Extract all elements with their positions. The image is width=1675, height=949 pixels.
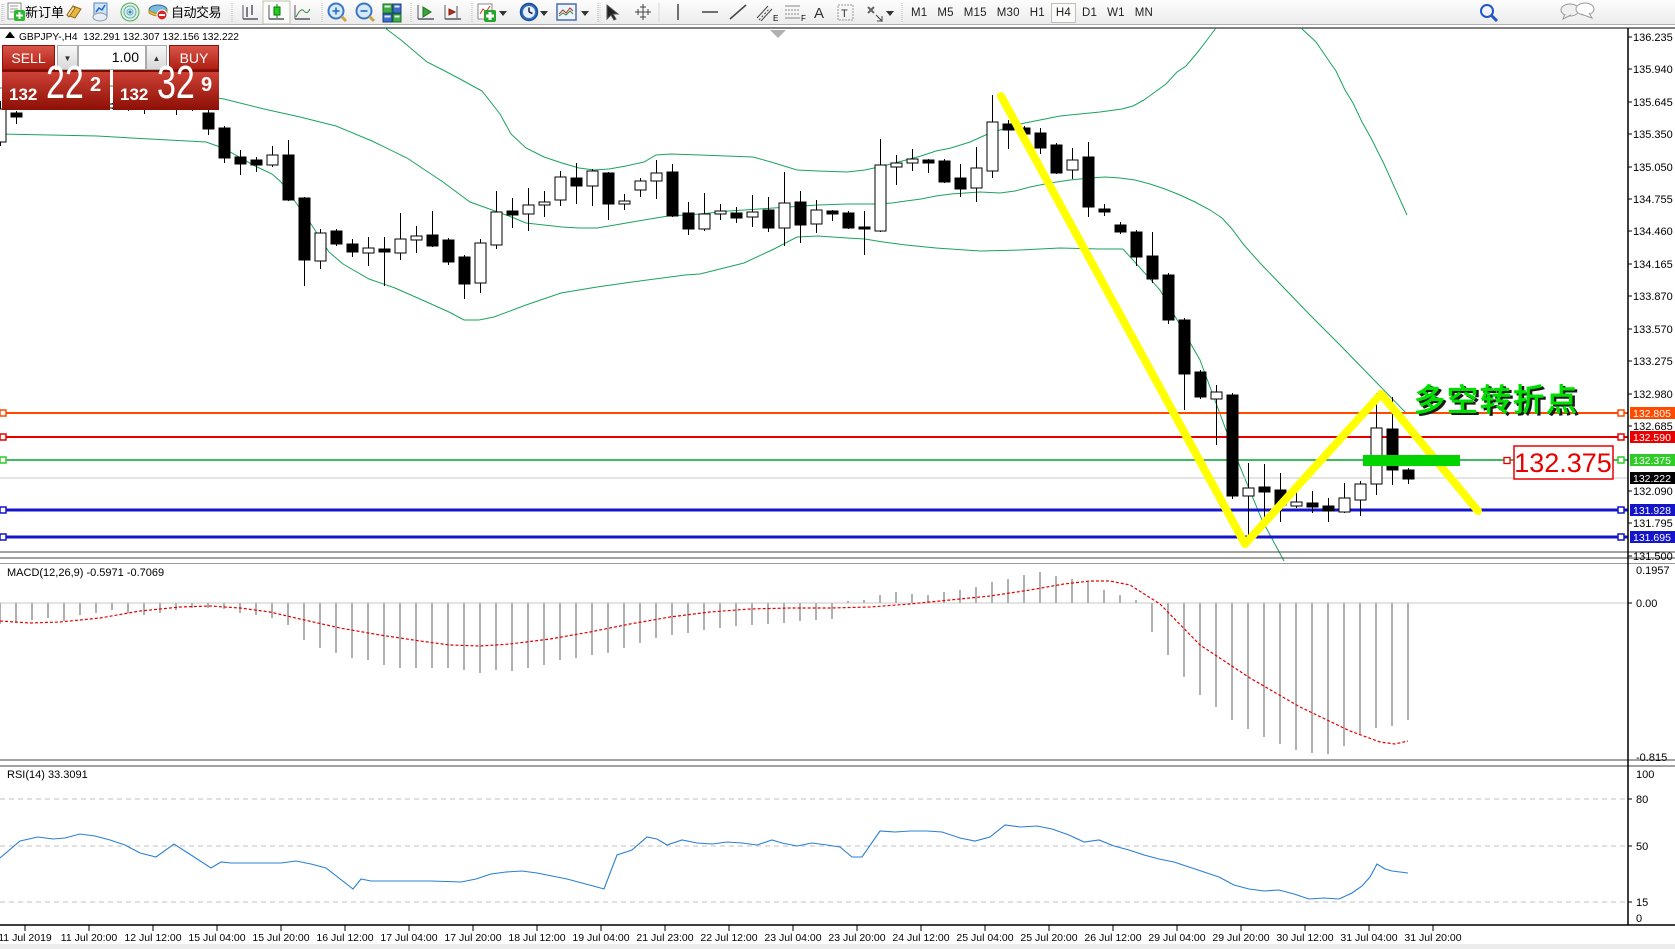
svg-text:11 Jul 20:00: 11 Jul 20:00: [61, 932, 118, 944]
svg-text:132.090: 132.090: [1633, 486, 1673, 498]
svg-text:135.645: 135.645: [1633, 97, 1673, 109]
svg-text:F: F: [801, 14, 806, 23]
svg-text:136.235: 136.235: [1633, 32, 1673, 44]
svg-text:T: T: [841, 8, 848, 20]
svg-text:多空转折点: 多空转折点: [1414, 383, 1579, 418]
svg-text:11 Jul 2019: 11 Jul 2019: [0, 932, 52, 944]
svg-text:133.275: 133.275: [1633, 356, 1673, 368]
svg-text:0.1957: 0.1957: [1636, 565, 1670, 577]
svg-text:RSI(14) 33.3091: RSI(14) 33.3091: [7, 769, 88, 781]
svg-text:30 Jul 12:00: 30 Jul 12:00: [1276, 932, 1333, 944]
svg-text:80: 80: [1636, 794, 1648, 806]
svg-text:132.685: 132.685: [1633, 421, 1673, 433]
svg-text:12 Jul 12:00: 12 Jul 12:00: [124, 932, 181, 944]
svg-text:131.695: 131.695: [1633, 532, 1671, 544]
svg-text:134.460: 134.460: [1633, 226, 1673, 238]
svg-text:135.350: 135.350: [1633, 129, 1673, 141]
svg-text:25 Jul 20:00: 25 Jul 20:00: [1020, 932, 1077, 944]
svg-text:131.928: 131.928: [1633, 505, 1671, 517]
svg-text:132.375: 132.375: [1514, 448, 1612, 478]
svg-text:21 Jul 23:00: 21 Jul 23:00: [636, 932, 693, 944]
svg-text:50: 50: [1636, 841, 1648, 853]
svg-text:134.165: 134.165: [1633, 259, 1673, 271]
svg-text:23 Jul 20:00: 23 Jul 20:00: [828, 932, 885, 944]
svg-text:134.755: 134.755: [1633, 194, 1673, 206]
svg-text:GBPJPY-,H4 132.291 132.307 13: GBPJPY-,H4 132.291 132.307 132.156 132.2…: [19, 32, 239, 43]
svg-text:31 Jul 04:00: 31 Jul 04:00: [1340, 932, 1397, 944]
svg-text:0: 0: [1636, 913, 1642, 925]
svg-text:多空转折点: 多空转折点: [1417, 385, 1582, 420]
svg-text:18 Jul 12:00: 18 Jul 12:00: [508, 932, 565, 944]
svg-text:-0.815: -0.815: [1636, 752, 1667, 764]
svg-text:31 Jul 20:00: 31 Jul 20:00: [1404, 932, 1461, 944]
svg-text:19 Jul 04:00: 19 Jul 04:00: [572, 932, 629, 944]
svg-text:15 Jul 04:00: 15 Jul 04:00: [188, 932, 245, 944]
svg-text:A: A: [814, 5, 824, 22]
svg-text:自动交易: 自动交易: [171, 5, 221, 20]
svg-text:135.940: 135.940: [1633, 64, 1673, 76]
svg-text:29 Jul 04:00: 29 Jul 04:00: [1148, 932, 1205, 944]
svg-text:22 Jul 12:00: 22 Jul 12:00: [700, 932, 757, 944]
svg-text:0.00: 0.00: [1636, 598, 1657, 610]
svg-text:E: E: [773, 14, 778, 23]
svg-text:24 Jul 12:00: 24 Jul 12:00: [892, 932, 949, 944]
svg-text:132.805: 132.805: [1633, 408, 1671, 420]
svg-text:23 Jul 04:00: 23 Jul 04:00: [764, 932, 821, 944]
svg-text:133.870: 133.870: [1633, 291, 1673, 303]
svg-text:15: 15: [1636, 897, 1648, 909]
svg-text:131.500: 131.500: [1633, 551, 1673, 563]
svg-text:29 Jul 20:00: 29 Jul 20:00: [1212, 932, 1269, 944]
svg-text:132.590: 132.590: [1633, 432, 1671, 444]
svg-text:100: 100: [1636, 769, 1654, 781]
svg-text:135.050: 135.050: [1633, 162, 1673, 174]
svg-text:132.222: 132.222: [1633, 473, 1671, 485]
svg-text:16 Jul 12:00: 16 Jul 12:00: [316, 932, 373, 944]
svg-text:132.980: 132.980: [1633, 389, 1673, 401]
svg-text:26 Jul 12:00: 26 Jul 12:00: [1084, 932, 1141, 944]
svg-text:新订单: 新订单: [25, 5, 64, 20]
svg-text:131.795: 131.795: [1633, 518, 1673, 530]
svg-text:17 Jul 04:00: 17 Jul 04:00: [380, 932, 437, 944]
svg-text:15 Jul 20:00: 15 Jul 20:00: [252, 932, 309, 944]
svg-text:17 Jul 20:00: 17 Jul 20:00: [444, 932, 501, 944]
svg-text:MACD(12,26,9) -0.5971 -0.7069: MACD(12,26,9) -0.5971 -0.7069: [7, 567, 164, 579]
svg-text:25 Jul 04:00: 25 Jul 04:00: [956, 932, 1013, 944]
svg-text:132.375: 132.375: [1633, 455, 1671, 467]
svg-text:133.570: 133.570: [1633, 324, 1673, 336]
